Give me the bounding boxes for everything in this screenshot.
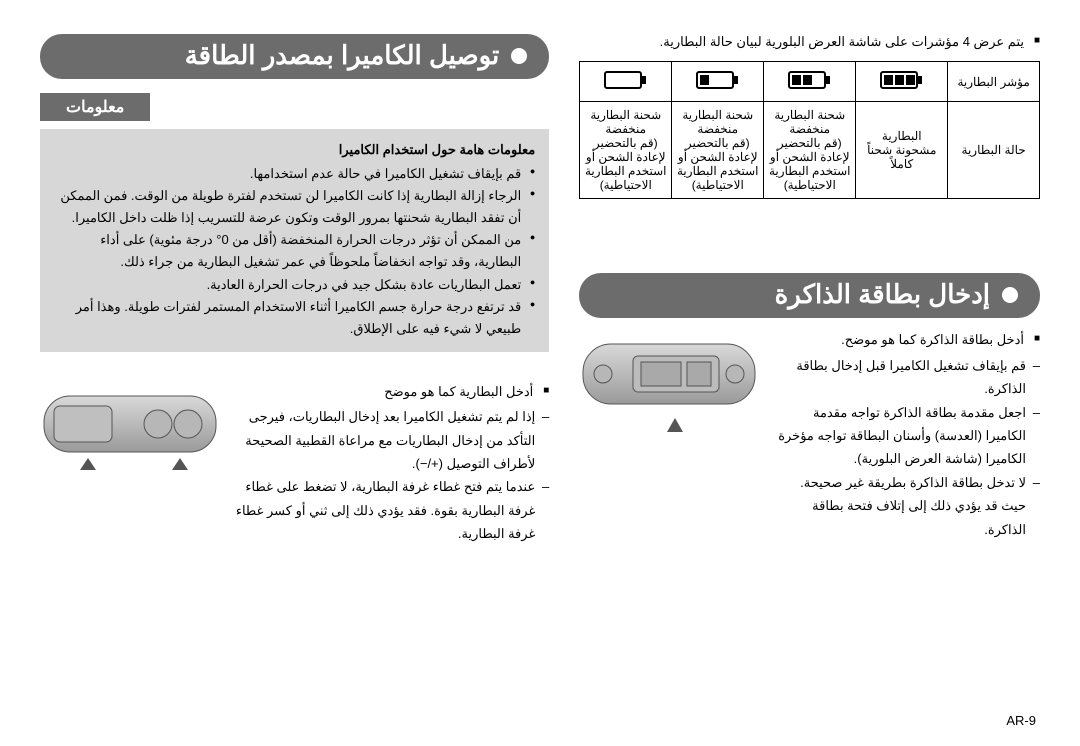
info-box: معلومات هامة حول استخدام الكاميرا قم بإي… — [40, 129, 549, 352]
title-info-label: معلومات — [66, 99, 124, 116]
info-item: من الممكن أن تؤثر درجات الحرارة المنخفضة… — [54, 229, 535, 273]
info-item: تعمل البطاريات عادة بشكل جيد في درجات ال… — [54, 274, 535, 296]
table-cell: شحنة البطارية منخفضة (قم بالتحضير لإعادة… — [764, 102, 856, 199]
memory-item: اجعل مقدمة بطاقة الذاكرة تواجه مقدمة الك… — [773, 401, 1040, 471]
indicator-lead: يتم عرض 4 مؤشرات على شاشة العرض البلورية… — [579, 30, 1040, 53]
battery-icon-1 — [672, 62, 764, 102]
info-list: قم بإيقاف تشغيل الكاميرا في حالة عدم است… — [54, 163, 535, 340]
battery-insert-item: عندما يتم فتح غطاء غرفة البطارية، لا تضغ… — [234, 475, 549, 545]
title-memory: إدخال بطاقة الذاكرة — [775, 279, 990, 310]
info-item: قد ترتفع درجة حرارة جسم الكاميرا أثناء ا… — [54, 296, 535, 340]
title-power: توصيل الكاميرا بمصدر الطاقة — [185, 40, 500, 71]
memory-lead: أدخل بطاقة الذاكرة كما هو موضح. — [773, 328, 1040, 351]
table-cell: شحنة البطارية منخفضة (قم بالتحضير لإعادة… — [580, 102, 672, 199]
table-label-state: حالة البطارية — [948, 102, 1040, 199]
battery-table: مؤشر البطارية حالة البطارية — [579, 61, 1040, 199]
info-item: قم بإيقاف تشغيل الكاميرا في حالة عدم است… — [54, 163, 535, 185]
bullet-icon — [511, 48, 527, 64]
camera-battery-image — [40, 386, 220, 481]
table-cell: البطارية مشحونة شحناً كاملاً — [856, 102, 948, 199]
battery-icon-full — [856, 62, 948, 102]
memory-item: قم بإيقاف تشغيل الكاميرا قبل إدخال بطاقة… — [773, 354, 1040, 401]
table-label-indicator: مؤشر البطارية — [948, 62, 1040, 102]
battery-insert-item: إذا لم يتم تشغيل الكاميرا بعد إدخال البط… — [234, 405, 549, 475]
info-heading: معلومات هامة حول استخدام الكاميرا — [54, 139, 535, 161]
table-cell: شحنة البطارية منخفضة (قم بالتحضير لإعادة… — [672, 102, 764, 199]
battery-icon-0 — [580, 62, 672, 102]
battery-icon-2 — [764, 62, 856, 102]
battery-insert-lead: أدخل البطارية كما هو موضح — [234, 380, 549, 403]
camera-memory-image — [579, 334, 759, 444]
info-item: الرجاء إزالة البطارية إذا كانت الكاميرا … — [54, 185, 535, 229]
bullet-icon — [1002, 287, 1018, 303]
page-number: AR-9 — [1006, 713, 1036, 728]
memory-item: لا تدخل بطاقة الذاكرة بطريقة غير صحيحة. … — [773, 471, 1040, 541]
